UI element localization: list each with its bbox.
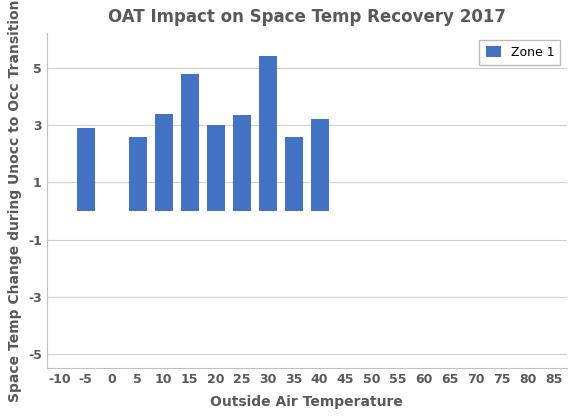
Bar <box>259 56 277 211</box>
Bar <box>206 125 225 211</box>
Y-axis label: Space Temp Change during Unocc to Occ Transition: Space Temp Change during Unocc to Occ Tr… <box>8 0 22 402</box>
Bar <box>76 128 95 211</box>
Bar <box>310 119 329 211</box>
X-axis label: Outside Air Temperature: Outside Air Temperature <box>210 394 403 409</box>
Bar <box>155 113 172 211</box>
Bar <box>232 115 251 211</box>
Bar <box>181 73 199 211</box>
Title: OAT Impact on Space Temp Recovery 2017: OAT Impact on Space Temp Recovery 2017 <box>108 8 505 26</box>
Bar <box>285 136 303 211</box>
Legend: Zone 1: Zone 1 <box>480 40 561 65</box>
Bar <box>129 136 147 211</box>
